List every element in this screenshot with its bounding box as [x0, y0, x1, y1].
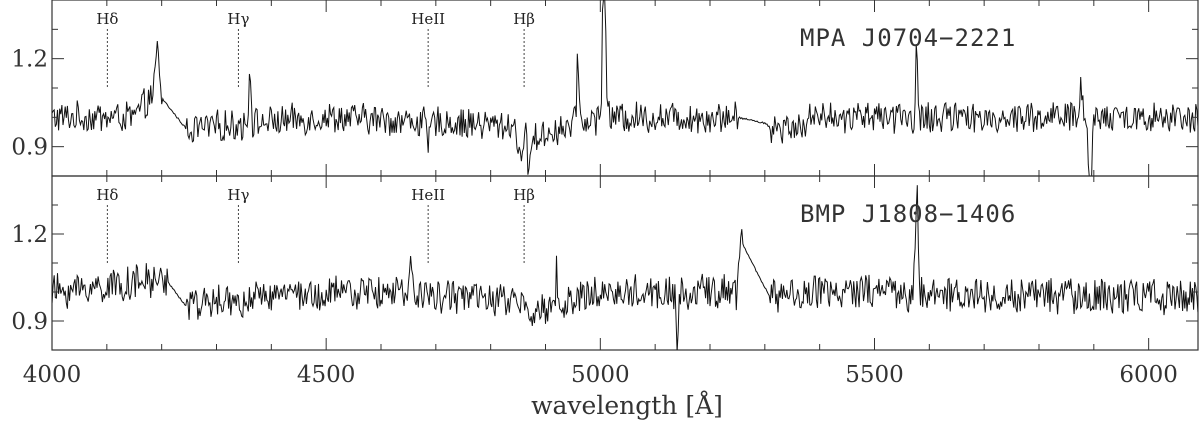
x-tick-labels: 4000 4500 5000 5500 6000	[23, 362, 1178, 388]
panel-mpa-j0704: 0.9 1.2 Hδ Hγ HeII Hβ MPA J0704−2221	[11, 0, 1199, 177]
spectral-line-label: HeII	[411, 186, 445, 204]
spectral-line-label: Hβ	[513, 186, 535, 204]
y-tick-label: 1.2	[11, 47, 48, 73]
x-tick-label: 4000	[23, 362, 82, 388]
spectral-line-label: Hδ	[96, 186, 118, 204]
x-tick-label: 5000	[571, 362, 630, 388]
axis-ticks: 0.9 1.2	[11, 0, 1198, 177]
panel-title: BMP J1808−1406	[800, 200, 1016, 228]
y-tick-label: 0.9	[11, 135, 48, 161]
axis-ticks: 0.9 1.2	[11, 175, 1198, 351]
panel-frame	[51, 0, 1199, 177]
spectral-line-markers: Hδ Hγ HeII Hβ	[96, 10, 535, 87]
spectrum-series	[52, 185, 1198, 350]
panel-title: MPA J0704−2221	[800, 24, 1016, 52]
spectral-line-label: Hγ	[227, 186, 249, 204]
spectral-line-label: Hβ	[513, 10, 535, 28]
spectral-line-label: Hγ	[227, 10, 249, 28]
y-tick-label: 1.2	[11, 222, 48, 248]
spectrum-series	[52, 0, 1198, 176]
x-axis-title: wavelength [Å]	[531, 390, 723, 420]
x-tick-label: 4500	[297, 362, 356, 388]
x-tick-label: 6000	[1119, 362, 1178, 388]
spectrum-line	[52, 185, 1198, 350]
y-tick-label: 0.9	[11, 309, 48, 335]
spectral-line-label: Hδ	[96, 10, 118, 28]
spectrum-line	[52, 0, 1198, 176]
panel-frame	[51, 175, 1199, 351]
x-tick-label: 5500	[845, 362, 904, 388]
spectral-line-label: HeII	[411, 10, 445, 28]
panel-bmp-j1808: 0.9 1.2 Hδ Hγ HeII Hβ BMP J1808−1406	[11, 175, 1199, 351]
spectral-line-markers: Hδ Hγ HeII Hβ	[96, 186, 535, 263]
